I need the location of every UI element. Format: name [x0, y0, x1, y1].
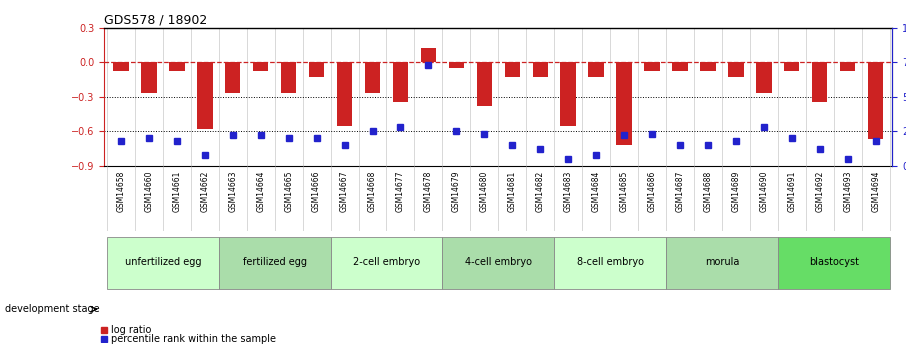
Bar	[331, 237, 442, 289]
Text: GSM14694: GSM14694	[872, 171, 880, 212]
Text: GSM14660: GSM14660	[144, 171, 153, 212]
Bar	[253, 62, 268, 71]
Bar	[218, 237, 331, 289]
Bar	[784, 62, 799, 71]
Bar	[113, 62, 129, 71]
Text: GSM14679: GSM14679	[452, 171, 461, 212]
Text: GSM14690: GSM14690	[759, 171, 768, 212]
Text: GSM14684: GSM14684	[592, 171, 601, 212]
Text: GSM14677: GSM14677	[396, 171, 405, 212]
Text: GSM14689: GSM14689	[731, 171, 740, 212]
Text: GSM14666: GSM14666	[313, 171, 321, 212]
Text: GSM14682: GSM14682	[535, 171, 545, 212]
Text: GSM14693: GSM14693	[843, 171, 853, 212]
Bar	[757, 62, 772, 93]
Bar	[281, 62, 296, 93]
Bar	[672, 62, 688, 71]
Bar	[561, 62, 576, 127]
Bar	[588, 62, 603, 77]
Text: GSM14661: GSM14661	[172, 171, 181, 212]
Bar	[616, 62, 631, 145]
Text: log ratio: log ratio	[111, 325, 151, 335]
Text: GSM14686: GSM14686	[648, 171, 657, 212]
Text: GSM14680: GSM14680	[480, 171, 489, 212]
Text: GSM14664: GSM14664	[256, 171, 265, 212]
Text: 2-cell embryo: 2-cell embryo	[353, 257, 420, 267]
Bar	[840, 62, 855, 71]
Text: morula: morula	[705, 257, 739, 267]
Bar	[868, 62, 883, 139]
Bar	[169, 62, 185, 71]
Bar	[365, 62, 381, 93]
Bar	[533, 62, 548, 77]
Text: fertilized egg: fertilized egg	[243, 257, 307, 267]
Bar	[554, 237, 666, 289]
Text: GSM14685: GSM14685	[620, 171, 629, 212]
Text: development stage: development stage	[5, 304, 99, 314]
Text: GSM14663: GSM14663	[228, 171, 237, 212]
Bar	[141, 62, 157, 93]
Bar	[448, 62, 464, 68]
Bar	[700, 62, 716, 71]
Text: blastocyst: blastocyst	[809, 257, 859, 267]
Text: GSM14667: GSM14667	[340, 171, 349, 212]
Bar	[393, 62, 409, 102]
Text: 4-cell embryo: 4-cell embryo	[465, 257, 532, 267]
Bar	[337, 62, 352, 127]
Bar	[198, 62, 213, 129]
Text: GSM14688: GSM14688	[703, 171, 712, 212]
Bar	[505, 62, 520, 77]
Text: GSM14678: GSM14678	[424, 171, 433, 212]
Bar	[644, 62, 660, 71]
Text: percentile rank within the sample: percentile rank within the sample	[111, 334, 275, 344]
Text: GSM14658: GSM14658	[117, 171, 125, 212]
Bar	[812, 62, 827, 102]
Text: GSM14687: GSM14687	[676, 171, 684, 212]
Text: GSM14662: GSM14662	[200, 171, 209, 212]
Text: GSM14692: GSM14692	[815, 171, 824, 212]
Text: GDS578 / 18902: GDS578 / 18902	[104, 13, 207, 27]
Bar	[309, 62, 324, 77]
Bar	[420, 48, 436, 62]
Text: GSM14691: GSM14691	[787, 171, 796, 212]
Bar	[778, 237, 890, 289]
Text: GSM14668: GSM14668	[368, 171, 377, 212]
Bar	[666, 237, 778, 289]
Text: 8-cell embryo: 8-cell embryo	[576, 257, 643, 267]
Text: GSM14683: GSM14683	[564, 171, 573, 212]
Bar	[477, 62, 492, 106]
Text: GSM14665: GSM14665	[284, 171, 294, 212]
Text: GSM14681: GSM14681	[507, 171, 516, 212]
Bar	[225, 62, 240, 93]
Text: unfertilized egg: unfertilized egg	[125, 257, 201, 267]
Bar	[107, 237, 218, 289]
Bar	[442, 237, 554, 289]
Bar	[728, 62, 744, 77]
